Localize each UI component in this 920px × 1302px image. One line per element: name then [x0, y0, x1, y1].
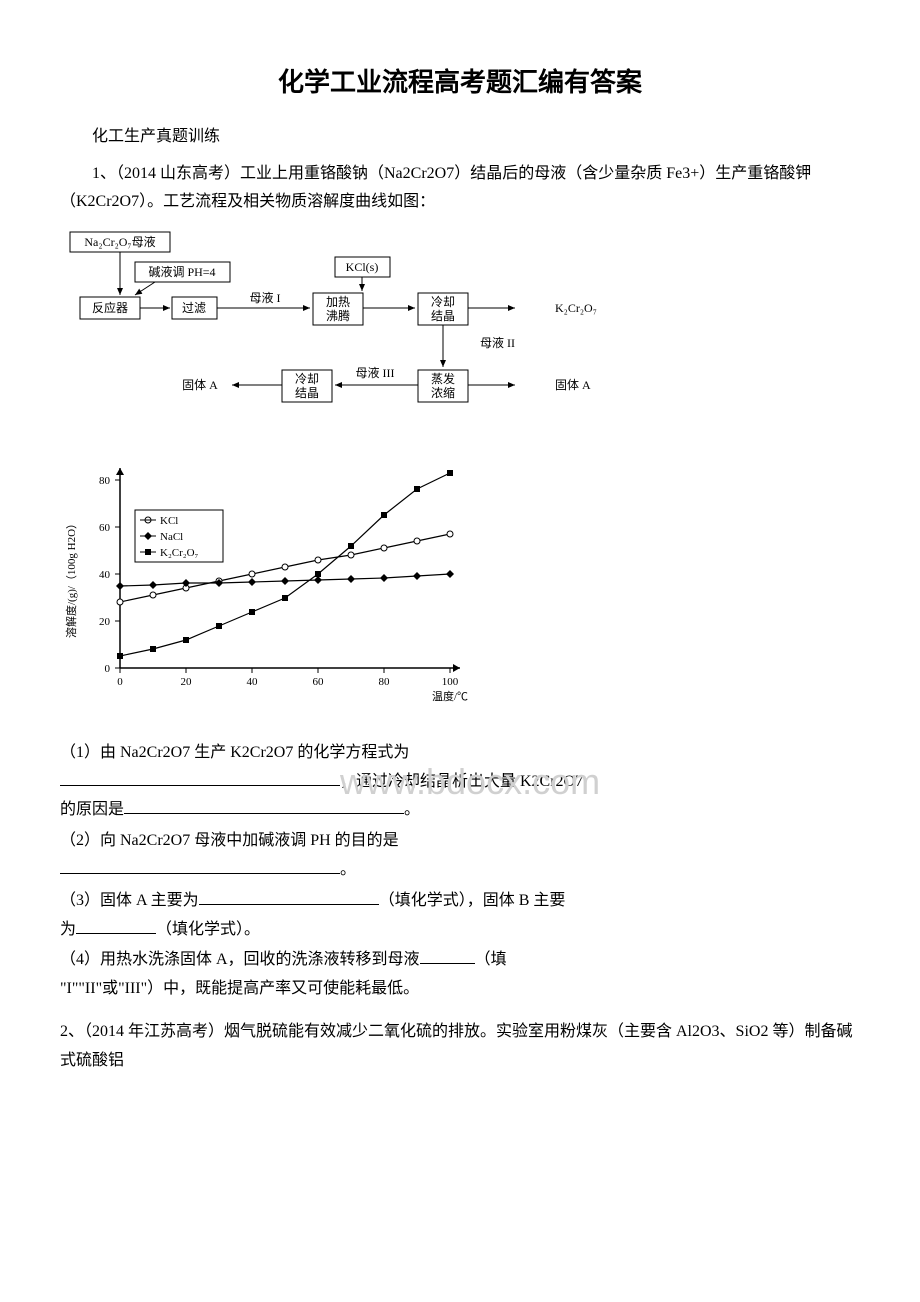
flowchart-solid-a-1: 固体 A	[555, 378, 591, 392]
flowchart-cool1-1: 冷却	[431, 295, 455, 309]
svg-text:40: 40	[247, 676, 259, 688]
q1-part4: （4）用热水洗涤固体 A，回收的洗涤液转移到母液（填 "I""II"或"III"…	[60, 946, 860, 1004]
flowchart-input-2: 碱液调 PH=4	[148, 264, 215, 279]
flowchart-cool2-1: 冷却	[295, 372, 319, 386]
svg-text:40: 40	[99, 569, 111, 581]
q1-part3: （3）固体 A 主要为（填化学式），固体 B 主要 为（填化学式）。	[60, 887, 860, 945]
chart-ylabel: 溶解度/(g)/（100g H2O）	[64, 518, 78, 638]
svg-text:60: 60	[313, 676, 325, 688]
question-2-intro: 2、（2014 年江苏高考）烟气脱硫能有效减少二氧化硫的排放。实验室用粉煤灰（主…	[60, 1018, 860, 1076]
svg-text:80: 80	[379, 676, 391, 688]
chart-xlabel: 温度/℃	[432, 689, 468, 703]
svg-text:0: 0	[117, 676, 123, 688]
svg-text:100: 100	[442, 676, 459, 688]
flowchart-heat-1: 加热	[326, 295, 350, 309]
flowchart-cool1-2: 结晶	[431, 309, 455, 323]
flowchart-filter: 过滤	[182, 301, 206, 315]
document-title: 化学工业流程高考题汇编有答案	[60, 60, 860, 107]
q1-part1: （1）由 Na2Cr2O7 生产 K2Cr2O7 的化学方程式为 ，通过冷却结晶…	[60, 739, 860, 825]
flowchart-mother-liquor-2: 母液 II	[480, 335, 515, 350]
svg-text:60: 60	[99, 522, 111, 534]
svg-text:0: 0	[105, 663, 111, 675]
flowchart-reactor: 反应器	[92, 300, 128, 315]
flowchart-kcl: KCl(s)	[346, 260, 379, 274]
svg-text:KCl: KCl	[160, 515, 178, 527]
flowchart-solid-a-2: 固体 A	[182, 378, 218, 392]
flowchart-cool2-2: 结晶	[295, 386, 319, 400]
svg-text:20: 20	[99, 616, 111, 628]
flowchart-diagram: Na₂Cr₂O₇母液 碱液调 PH=4 反应器 过滤 母液 I KCl(s) 加…	[60, 227, 860, 438]
flowchart-heat-2: 沸腾	[326, 308, 350, 323]
flowchart-evap-1: 蒸发	[431, 371, 455, 386]
flowchart-product: K₂Cr₂O₇	[555, 301, 597, 315]
svg-text:20: 20	[181, 676, 193, 688]
svg-text:NaCl: NaCl	[160, 531, 183, 543]
svg-text:80: 80	[99, 475, 111, 487]
flowchart-mother-liquor-1: 母液 I	[250, 290, 281, 305]
solubility-chart: 0 20 40 60 80 100 温度/℃ 0 20 40 60 80 溶解度…	[60, 448, 860, 719]
svg-text:K₂Cr₂O₇: K₂Cr₂O₇	[160, 547, 199, 559]
flowchart-mother-liquor-3: 母液 III	[356, 365, 395, 380]
subtitle: 化工生产真题训练	[60, 123, 860, 152]
q1-part2: （2）向 Na2Cr2O7 母液中加碱液调 PH 的目的是 。	[60, 827, 860, 885]
question-1-intro: 1、（2014 山东高考）工业上用重铬酸钠（Na2Cr2O7）结晶后的母液（含少…	[60, 160, 860, 218]
flowchart-input-1: Na₂Cr₂O₇母液	[84, 234, 155, 249]
flowchart-evap-2: 浓缩	[431, 385, 455, 400]
